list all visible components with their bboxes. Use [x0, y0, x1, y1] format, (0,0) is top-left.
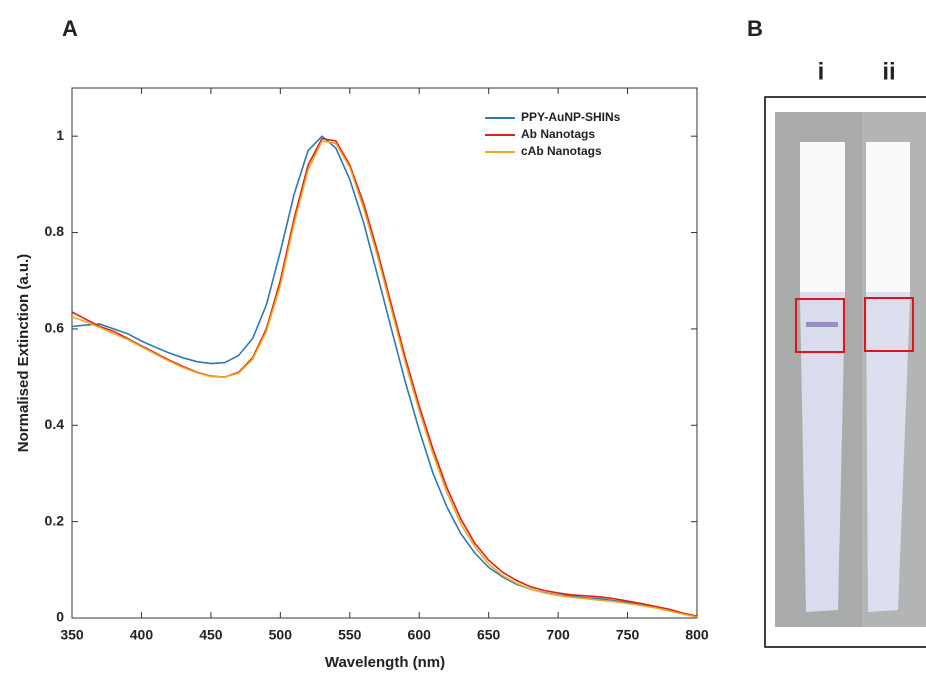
test-line	[806, 322, 838, 327]
y-tick-label: 0	[56, 609, 64, 625]
x-tick-label: 600	[408, 627, 432, 643]
strip-pad	[800, 142, 845, 292]
photo-panel	[764, 96, 926, 648]
x-tick-label: 500	[269, 627, 293, 643]
series-line	[71, 135, 698, 618]
x-tick-label: 750	[616, 627, 640, 643]
series-line	[71, 137, 698, 617]
highlight-box	[864, 297, 914, 352]
x-tick-label: 450	[199, 627, 223, 643]
strip-pad	[866, 142, 910, 292]
highlight-box	[795, 298, 845, 353]
y-tick-label: 1	[56, 127, 64, 143]
x-tick-label: 350	[60, 627, 84, 643]
panel-label: B	[747, 16, 763, 41]
y-tick-label: 0.2	[45, 512, 65, 528]
legend-label: cAb Nanotags	[521, 144, 602, 158]
y-axis-label: Normalised Extinction (a.u.)	[15, 254, 32, 452]
x-tick-label: 650	[477, 627, 501, 643]
legend-label: Ab Nanotags	[521, 127, 595, 141]
y-tick-label: 0.6	[45, 320, 65, 336]
x-tick-label: 700	[546, 627, 570, 643]
x-tick-label: 800	[685, 627, 709, 643]
x-tick-label: 550	[338, 627, 362, 643]
legend-label: PPY-AuNP-SHINs	[521, 110, 621, 124]
strip-label: i	[818, 58, 825, 85]
x-axis-label: Wavelength (nm)	[325, 654, 445, 671]
panel-label: A	[62, 16, 78, 41]
strip-label: ii	[882, 58, 895, 85]
y-tick-label: 0.8	[45, 223, 65, 239]
axes-box	[71, 87, 698, 619]
y-tick-label: 0.4	[45, 416, 65, 432]
series-line	[71, 140, 698, 618]
x-tick-label: 400	[130, 627, 154, 643]
